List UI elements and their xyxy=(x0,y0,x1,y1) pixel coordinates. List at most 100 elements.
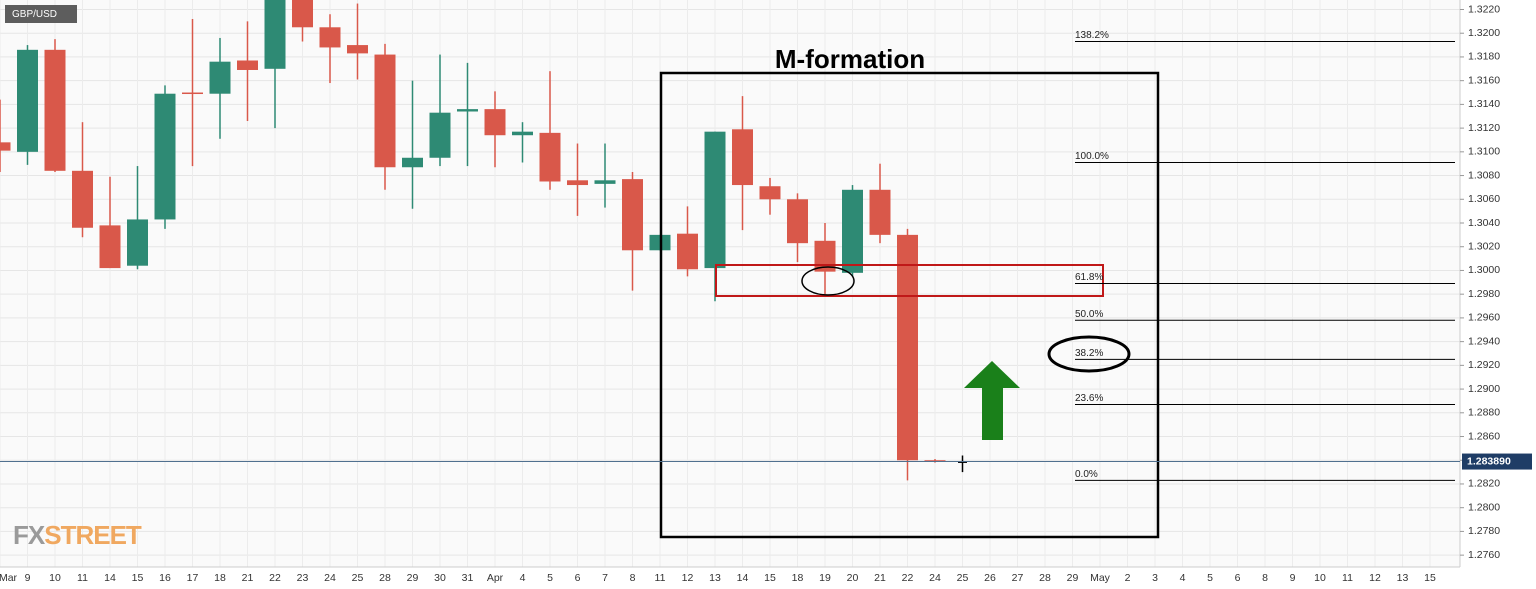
last-price-box xyxy=(1462,453,1532,470)
x-tick-label: 12 xyxy=(1369,572,1381,584)
y-tick-label: 1.3200 xyxy=(1468,27,1500,39)
candle-body xyxy=(237,60,258,70)
x-tick-label: 4 xyxy=(1180,572,1186,584)
candle-body xyxy=(594,180,616,184)
x-tick-label: 18 xyxy=(792,572,804,584)
fib-level-label: 50.0% xyxy=(1075,309,1103,320)
symbol-badge: GBP/USD xyxy=(5,5,77,23)
x-tick-label: 14 xyxy=(737,572,749,584)
x-tick-label: 21 xyxy=(874,572,886,584)
x-tick-label: 5 xyxy=(547,572,553,584)
x-tick-label: 14 xyxy=(104,572,116,584)
x-tick-label: 8 xyxy=(630,572,636,584)
x-tick-label: 28 xyxy=(379,572,391,584)
x-tick-label: 22 xyxy=(902,572,914,584)
candle-body xyxy=(209,61,231,94)
y-tick-label: 1.3120 xyxy=(1468,122,1500,134)
candle-body xyxy=(732,129,753,186)
candle-body xyxy=(0,142,11,151)
x-tick-label: 16 xyxy=(159,572,171,584)
candle-body xyxy=(374,54,396,168)
y-tick-label: 1.2960 xyxy=(1468,312,1500,324)
candle-body xyxy=(539,132,561,182)
x-tick-label: 31 xyxy=(462,572,474,584)
x-tick-label: 24 xyxy=(324,572,336,584)
y-tick-label: 1.2760 xyxy=(1468,549,1500,561)
candle-body xyxy=(72,170,93,228)
candle-body xyxy=(457,109,478,112)
x-tick-label: 10 xyxy=(49,572,61,584)
y-tick-label: 1.3000 xyxy=(1468,264,1500,276)
x-tick-label: 15 xyxy=(1424,572,1436,584)
neckline-box xyxy=(715,264,1104,297)
fib-level-label: 138.2% xyxy=(1075,30,1109,41)
candle-body xyxy=(402,157,423,168)
candle-body xyxy=(292,0,313,28)
last-price-label: 1.283890 xyxy=(1467,455,1511,467)
candle-body xyxy=(677,233,698,270)
candle-body xyxy=(484,109,506,136)
candle-body xyxy=(787,199,808,244)
x-tick-label: 13 xyxy=(709,572,721,584)
y-tick-label: 1.2980 xyxy=(1468,288,1500,300)
y-tick-label: 1.3020 xyxy=(1468,241,1500,253)
x-tick-label: 12 xyxy=(682,572,694,584)
y-tick-label: 1.3100 xyxy=(1468,146,1500,158)
x-tick-label: 9 xyxy=(25,572,31,584)
x-tick-label: 26 xyxy=(984,572,996,584)
y-tick-label: 1.2940 xyxy=(1468,335,1500,347)
x-tick-label: 30 xyxy=(434,572,446,584)
x-tick-label: 10 xyxy=(1314,572,1326,584)
plot-area xyxy=(0,0,967,481)
x-tick-label: 19 xyxy=(819,572,831,584)
candle-body xyxy=(347,45,368,54)
candle-body xyxy=(127,219,148,266)
y-tick-label: 1.2920 xyxy=(1468,359,1500,371)
candle-body xyxy=(429,112,451,158)
y-tick-label: 1.2880 xyxy=(1468,407,1500,419)
x-tick-label: 25 xyxy=(352,572,364,584)
watermark: FXSTREET xyxy=(13,520,142,550)
badge-background xyxy=(5,5,77,23)
fib-level-label: 23.6% xyxy=(1075,393,1103,404)
y-tick-label: 1.3220 xyxy=(1468,3,1500,15)
x-tick-label: May xyxy=(1090,572,1111,584)
candle-body xyxy=(759,186,781,200)
candle-body xyxy=(869,189,891,235)
up-arrow xyxy=(964,361,1020,440)
m-formation-box xyxy=(659,71,1160,539)
y-tick-label: 1.2900 xyxy=(1468,383,1500,395)
ellipse xyxy=(1047,335,1131,373)
y-tick-label: 1.2820 xyxy=(1468,478,1500,490)
x-tick-label: 11 xyxy=(77,572,88,584)
candle-body xyxy=(842,189,863,273)
candle-body xyxy=(958,461,967,463)
watermark-fx: FX xyxy=(13,520,46,550)
x-tick-label: 8 xyxy=(1262,572,1268,584)
y-tick-label: 1.3180 xyxy=(1468,51,1500,63)
x-tick-label: 18 xyxy=(214,572,226,584)
candle-body xyxy=(897,234,918,461)
candle-body xyxy=(814,240,836,272)
x-tick-label: 22 xyxy=(269,572,281,584)
y-tick-label: 1.2800 xyxy=(1468,501,1500,513)
fib-level-label: 100.0% xyxy=(1075,151,1109,162)
x-tick-label: 13 xyxy=(1397,572,1409,584)
x-tick-label: 9 xyxy=(1290,572,1296,584)
x-tick-label: 11 xyxy=(1342,572,1353,584)
x-tick-label: 15 xyxy=(132,572,144,584)
annotation-title: M-formation xyxy=(775,44,925,74)
candle-body xyxy=(17,49,38,152)
candle-body xyxy=(924,460,946,462)
ellipse xyxy=(801,266,855,296)
x-tick-label: 24 xyxy=(929,572,941,584)
x-tick-label: 15 xyxy=(764,572,776,584)
candle-body xyxy=(264,0,286,69)
y-tick-label: 1.3140 xyxy=(1468,98,1500,110)
x-tick-label: 20 xyxy=(847,572,859,584)
y-tick-label: 1.2860 xyxy=(1468,430,1500,442)
x-tick-label: 21 xyxy=(242,572,254,584)
candle-body xyxy=(567,180,588,186)
x-tick-label: 25 xyxy=(957,572,969,584)
symbol: GBP/USD xyxy=(12,9,57,20)
